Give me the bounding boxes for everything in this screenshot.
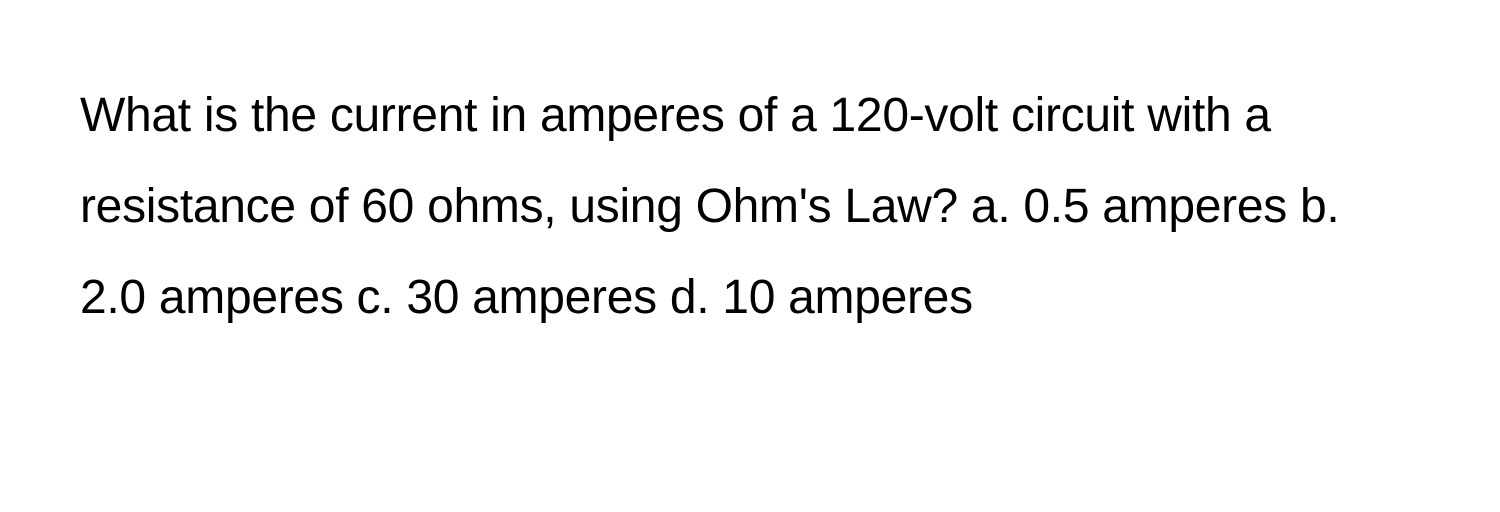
question-text: What is the current in amperes of a 120-… <box>80 70 1410 344</box>
